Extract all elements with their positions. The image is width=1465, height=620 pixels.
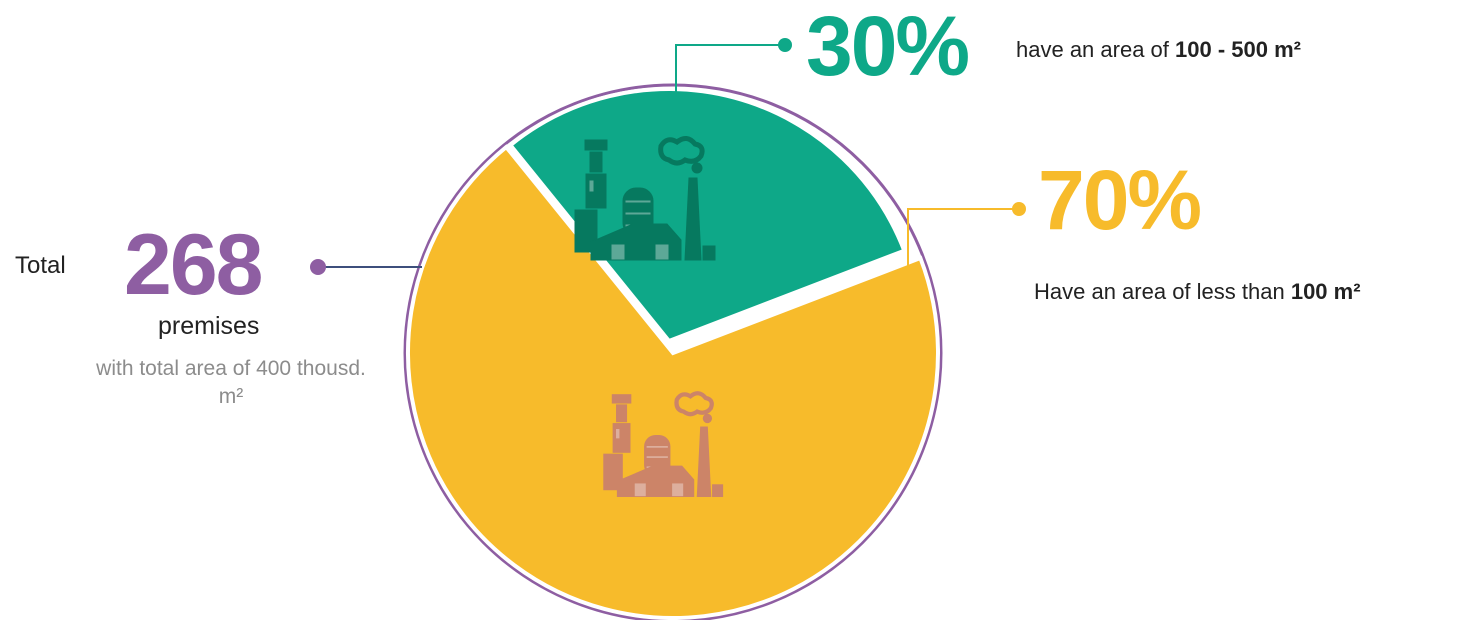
data-label-30: 30% — [806, 0, 970, 93]
chart-outer-ring — [403, 83, 943, 620]
desc-bold: 100 - 500 m² — [1175, 37, 1301, 62]
leader-line-30 — [675, 44, 785, 108]
total-value: 268 — [124, 217, 263, 313]
total-unit: premises — [158, 312, 260, 340]
leader-dot-70 — [1012, 202, 1026, 216]
slice-description-yellow: Have an area of less than 100 m² — [1034, 276, 1464, 308]
desc-text: Have an area of less than — [1034, 279, 1291, 304]
total-prefix: Total — [15, 252, 66, 279]
total-note: with total area of 400 thousd. m² — [96, 357, 366, 408]
desc-bold: 100 m² — [1290, 279, 1361, 304]
leader-dot-total — [310, 259, 326, 275]
desc-text: have an area of — [1016, 37, 1176, 62]
leader-line-70 — [907, 208, 1019, 272]
leader-dot-30 — [778, 38, 792, 52]
slice-description-green: have an area of 100 - 500 m² — [1016, 37, 1301, 63]
pie-slice-30 — [507, 87, 907, 344]
pie-slice-70 — [406, 144, 940, 620]
data-label-70: 70% — [1038, 153, 1202, 247]
